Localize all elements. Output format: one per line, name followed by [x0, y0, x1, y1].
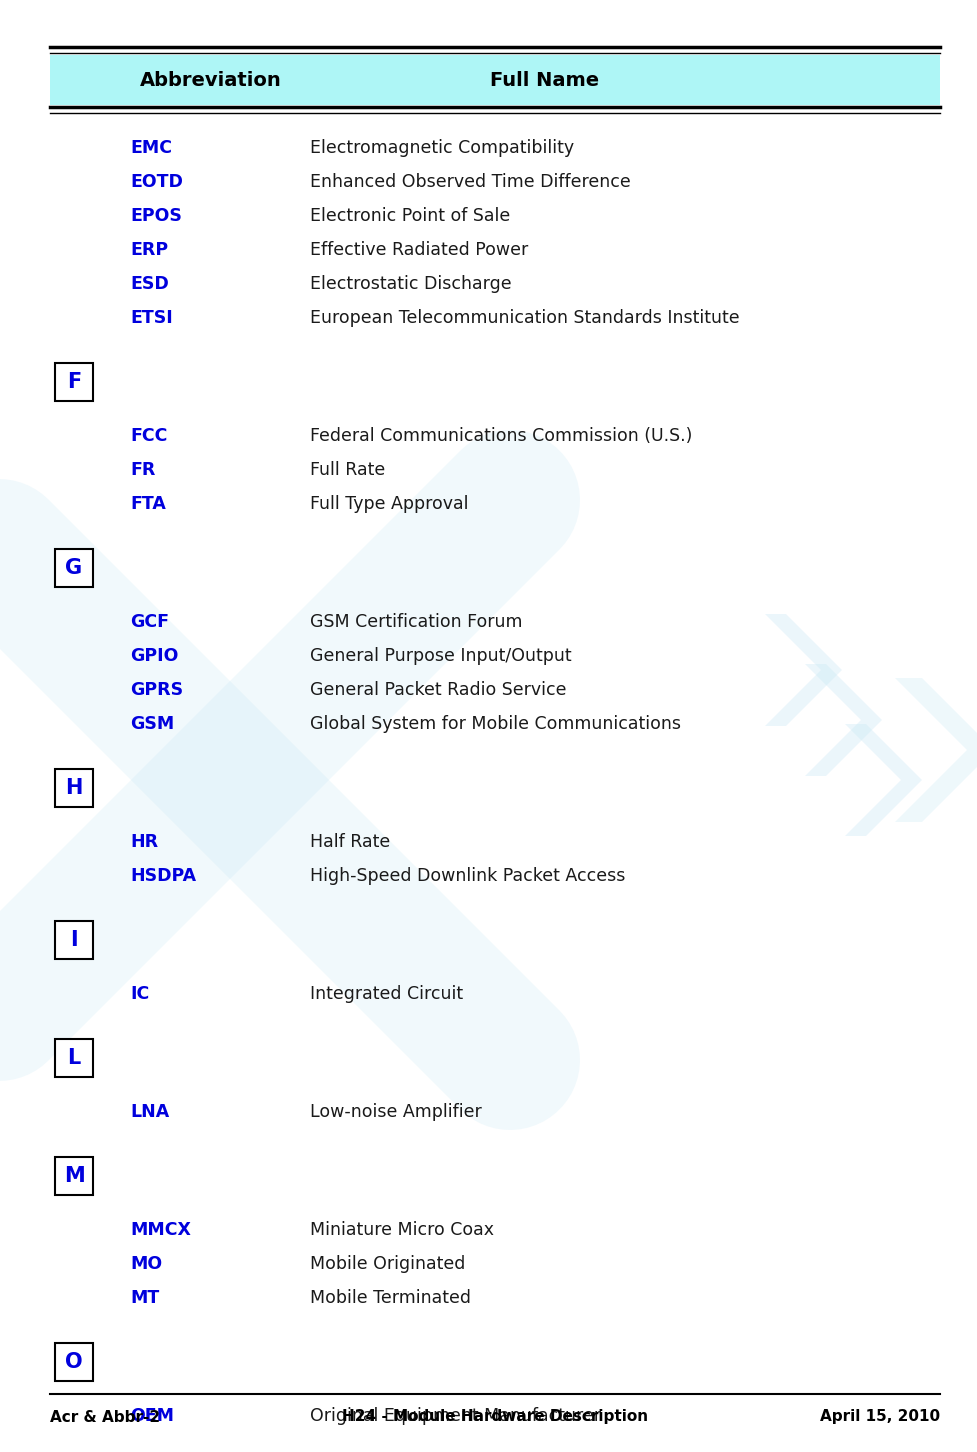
Text: H24 - Module Hardware Description: H24 - Module Hardware Description: [342, 1410, 648, 1424]
Text: M: M: [64, 1166, 84, 1186]
Text: MO: MO: [130, 1255, 162, 1273]
Text: Full Name: Full Name: [489, 71, 599, 90]
Text: April 15, 2010: April 15, 2010: [819, 1410, 939, 1424]
Text: Electronic Point of Sale: Electronic Point of Sale: [310, 208, 510, 225]
Text: FR: FR: [130, 460, 155, 479]
Text: Original Equipment Manufacturer: Original Equipment Manufacturer: [310, 1407, 601, 1424]
Text: FCC: FCC: [130, 427, 167, 444]
Text: European Telecommunication Standards Institute: European Telecommunication Standards Ins…: [310, 309, 739, 327]
Text: EOTD: EOTD: [130, 173, 183, 192]
Text: General Packet Radio Service: General Packet Radio Service: [310, 681, 566, 698]
Text: High-Speed Downlink Packet Access: High-Speed Downlink Packet Access: [310, 867, 624, 886]
Text: Mobile Terminated: Mobile Terminated: [310, 1289, 471, 1307]
Text: Acr & Abbr-2: Acr & Abbr-2: [50, 1410, 160, 1424]
Text: GCF: GCF: [130, 613, 169, 632]
Text: Low-noise Amplifier: Low-noise Amplifier: [310, 1104, 482, 1121]
Text: IC: IC: [130, 984, 149, 1003]
Text: Enhanced Observed Time Difference: Enhanced Observed Time Difference: [310, 173, 630, 192]
Text: FTA: FTA: [130, 495, 166, 513]
Polygon shape: [844, 725, 921, 836]
Text: GSM Certification Forum: GSM Certification Forum: [310, 613, 522, 632]
Text: GPRS: GPRS: [130, 681, 183, 698]
Bar: [55, 921, 93, 958]
Text: G: G: [65, 558, 82, 578]
Text: ERP: ERP: [130, 241, 168, 258]
Text: O: O: [65, 1352, 83, 1372]
Text: Abbreviation: Abbreviation: [140, 71, 281, 90]
Text: ESD: ESD: [130, 274, 169, 293]
Text: MMCX: MMCX: [130, 1221, 191, 1239]
Text: L: L: [67, 1048, 80, 1069]
Text: F: F: [66, 372, 81, 392]
Text: H: H: [65, 778, 83, 799]
Text: MT: MT: [130, 1289, 159, 1307]
Polygon shape: [894, 678, 977, 822]
Bar: [55, 1157, 93, 1195]
Text: OEM: OEM: [130, 1407, 174, 1424]
Text: I: I: [70, 929, 78, 950]
Text: Electromagnetic Compatibility: Electromagnetic Compatibility: [310, 139, 573, 157]
Text: Half Rate: Half Rate: [310, 833, 390, 851]
Bar: [50, 55, 939, 105]
Text: Federal Communications Commission (U.S.): Federal Communications Commission (U.S.): [310, 427, 692, 444]
Text: Effective Radiated Power: Effective Radiated Power: [310, 241, 528, 258]
Text: Global System for Mobile Communications: Global System for Mobile Communications: [310, 714, 680, 733]
Polygon shape: [764, 614, 841, 726]
Polygon shape: [804, 664, 881, 775]
Text: Mobile Originated: Mobile Originated: [310, 1255, 465, 1273]
Text: EPOS: EPOS: [130, 208, 182, 225]
Text: General Purpose Input/Output: General Purpose Input/Output: [310, 648, 571, 665]
Bar: [55, 549, 93, 587]
Text: Full Type Approval: Full Type Approval: [310, 495, 468, 513]
Text: GSM: GSM: [130, 714, 174, 733]
Text: Miniature Micro Coax: Miniature Micro Coax: [310, 1221, 493, 1239]
Bar: [55, 363, 93, 401]
Bar: [55, 1040, 93, 1077]
Text: GPIO: GPIO: [130, 648, 178, 665]
Bar: [55, 1343, 93, 1381]
Text: LNA: LNA: [130, 1104, 169, 1121]
Text: Full Rate: Full Rate: [310, 460, 385, 479]
Bar: [55, 770, 93, 807]
Text: Electrostatic Discharge: Electrostatic Discharge: [310, 274, 511, 293]
Text: Integrated Circuit: Integrated Circuit: [310, 984, 463, 1003]
Text: ETSI: ETSI: [130, 309, 173, 327]
Text: HR: HR: [130, 833, 158, 851]
Text: EMC: EMC: [130, 139, 172, 157]
Text: HSDPA: HSDPA: [130, 867, 196, 886]
